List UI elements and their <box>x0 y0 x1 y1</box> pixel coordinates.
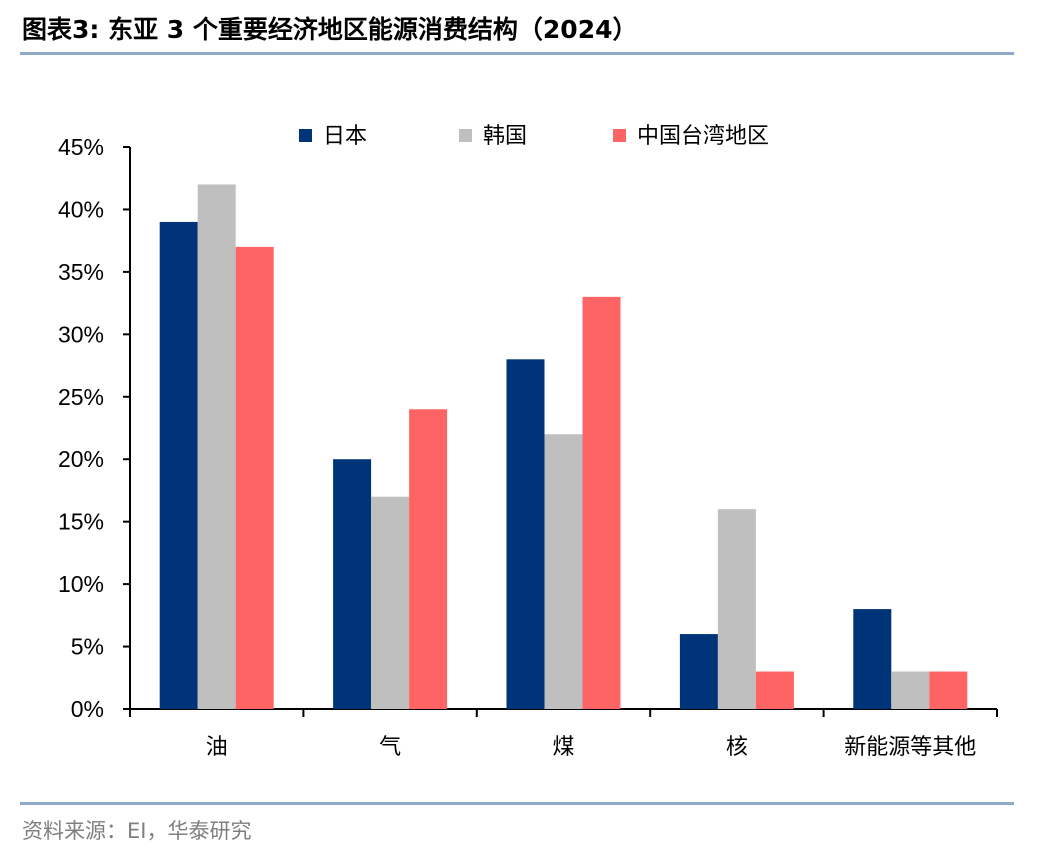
legend-label-korea: 韩国 <box>483 124 527 149</box>
bar-japan <box>159 221 198 709</box>
x-category-label: 核 <box>726 735 748 760</box>
bar-korea <box>717 509 756 709</box>
bar-japan <box>679 634 718 709</box>
bar-taiwan <box>235 246 274 709</box>
bar-korea <box>891 671 930 709</box>
legend-swatch-taiwan <box>613 129 626 142</box>
bar-taiwan <box>409 409 448 709</box>
y-tick-label: 15% <box>58 509 104 535</box>
y-tick-label: 10% <box>58 571 104 597</box>
bar-taiwan <box>582 296 621 709</box>
bar-korea <box>371 496 410 709</box>
y-tick-label: 45% <box>58 134 104 160</box>
top-divider <box>20 52 1014 55</box>
source-note: 资料来源：EI，华泰研究 <box>22 819 252 843</box>
y-tick-label: 40% <box>58 196 104 222</box>
bar-chart: 0% 5% 10% 15% 20% 25% 30% 35% 40% 45% 油 气 煤 核 新能源等其他 日本… <box>58 124 998 760</box>
x-category-label: 气 <box>379 735 401 760</box>
bar-taiwan <box>755 671 794 709</box>
legend-label-taiwan: 中国台湾地区 <box>637 124 769 149</box>
y-tick-label: 0% <box>71 696 104 722</box>
bar-korea <box>544 434 583 709</box>
bar-japan <box>853 609 892 709</box>
y-tick-label: 25% <box>58 384 104 410</box>
legend-swatch-japan <box>299 129 312 142</box>
x-category-label: 煤 <box>552 735 574 760</box>
y-tick-label: 5% <box>71 634 104 660</box>
legend-swatch-korea <box>459 129 472 142</box>
y-tick-label: 20% <box>58 446 104 472</box>
bar-japan <box>333 459 372 709</box>
y-tick-label: 35% <box>58 259 104 285</box>
bar-korea <box>197 184 236 709</box>
legend-label-japan: 日本 <box>323 124 367 149</box>
y-tick-label: 30% <box>58 321 104 347</box>
bar-japan <box>506 359 545 709</box>
x-category-label: 新能源等其他 <box>844 735 976 760</box>
bottom-divider <box>20 802 1014 805</box>
chart-title: 图表3: 东亚 3 个重要经济地区能源消费结构（2024） <box>22 15 638 44</box>
bar-taiwan <box>929 671 968 709</box>
x-category-label: 油 <box>206 735 228 760</box>
